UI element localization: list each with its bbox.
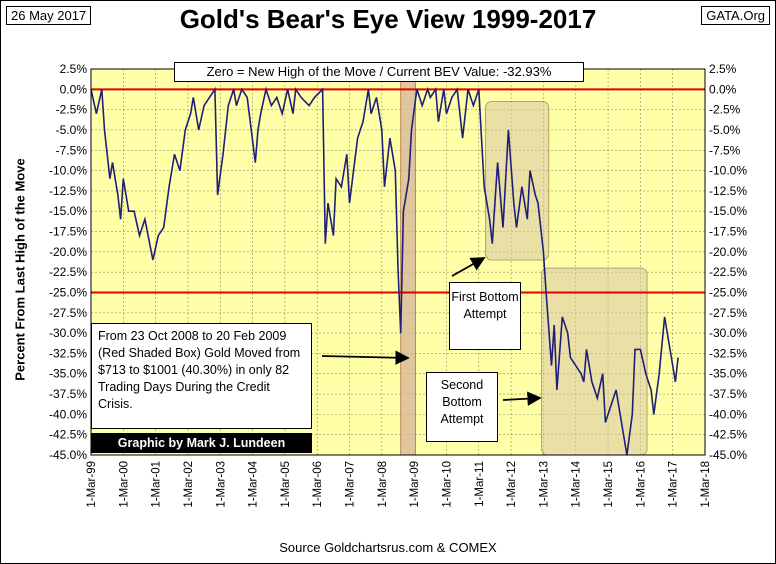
second-bottom-arrow [502, 391, 542, 406]
x-tick-label: 1-Mar-05 [280, 461, 292, 508]
crisis-arrow [321, 350, 410, 365]
y-tick-labels-left: 2.5% 0.0% -2.5% -5.0% -7.5% -10.0% -12.5% -15.0… [49, 62, 87, 462]
annotation-arrows [321, 257, 542, 406]
author-credit: Graphic by Mark J. Lundeen [91, 433, 312, 453]
x-tick-label: 1-Mar-03 [215, 461, 227, 508]
y-tick-label-right: -5.0% [709, 123, 741, 137]
first-bottom-arrow [451, 257, 486, 277]
y-tick-label-left: -20.0% [49, 245, 87, 259]
x-tick-label: 1-Mar-15 [603, 461, 615, 508]
bev-series-line [90, 86, 679, 456]
x-tick-label: 1-Mar-09 [409, 461, 421, 508]
x-tick-label: 1-Mar-07 [345, 461, 357, 508]
y-tick-label-right: -25.0% [709, 285, 747, 299]
y-tick-label-right: -32.5% [709, 346, 747, 360]
chart-title: Gold's Bear's Eye View 1999-2017 [179, 4, 597, 34]
x-tick-label: 1-Mar-00 [118, 461, 130, 508]
y-tick-label-left: -10.0% [49, 164, 87, 178]
y-tick-label-right: -15.0% [709, 204, 747, 218]
chart-subtitle: Zero = New High of the Move / Current BE… [174, 62, 584, 82]
y-tick-label-right: -27.5% [709, 306, 747, 320]
y-tick-label-left: -45.0% [49, 448, 87, 462]
y-tick-label-left: -40.0% [49, 407, 87, 421]
source-label: GATA.Org [701, 6, 770, 25]
y-tick-label-right: -7.5% [709, 143, 741, 157]
y-tick-label-right: 0.0% [709, 82, 737, 96]
credit-crisis-annotation: From 23 Oct 2008 to 20 Feb 2009 (Red Sha… [91, 323, 312, 429]
date-label: 26 May 2017 [6, 6, 92, 25]
y-tick-label-right: -40.0% [709, 407, 747, 421]
y-tick-label-right: -45.0% [709, 448, 747, 462]
y-tick-label-right: -30.0% [709, 326, 747, 340]
x-tick-label: 1-Mar-11 [474, 461, 486, 507]
y-tick-label-left: -5.0% [56, 123, 88, 137]
y-tick-label-left: -17.5% [49, 225, 87, 239]
y-tick-label-left: -22.5% [49, 265, 87, 279]
x-tick-label: 1-Mar-99 [86, 461, 98, 508]
y-tick-label-left: -32.5% [49, 346, 87, 360]
y-tick-label-left: -7.5% [56, 143, 88, 157]
x-tick-label: 1-Mar-04 [248, 460, 260, 507]
y-tick-label-right: -42.5% [709, 428, 747, 442]
y-tick-label-left: -27.5% [49, 306, 87, 320]
x-tick-label: 1-Mar-17 [668, 461, 680, 508]
first-bottom-annotation: First Bottom Attempt [449, 282, 521, 350]
x-tick-label: 1-Mar-01 [151, 461, 163, 508]
reference-lines [91, 88, 705, 294]
y-tick-label-right: -22.5% [709, 265, 747, 279]
x-tick-label: 1-Mar-10 [441, 461, 453, 508]
source-note: Source Goldchartsrus.com & COMEX [279, 540, 497, 555]
x-tick-label: 1-Mar-18 [700, 461, 712, 508]
y-tick-label-right: -2.5% [709, 103, 741, 117]
y-tick-label-left: -30.0% [49, 326, 87, 340]
y-tick-label-right: -35.0% [709, 367, 747, 381]
x-tick-label: 1-Mar-08 [377, 461, 389, 508]
y-tick-label-right: -17.5% [709, 225, 747, 239]
y-tick-label-left: -42.5% [49, 428, 87, 442]
y-axis-label-text: Percent From Last High of the Move [12, 158, 28, 381]
y-tick-label-left: -35.0% [49, 367, 87, 381]
x-tick-label: 1-Mar-02 [183, 461, 195, 508]
y-tick-label-right: -12.5% [709, 184, 747, 198]
first-bottom-box [485, 101, 550, 261]
y-tick-label-left: 2.5% [60, 62, 88, 76]
y-tick-label-left: -15.0% [49, 204, 87, 218]
y-tick-label-left: -12.5% [49, 184, 87, 198]
y-tick-label-left: 0.0% [60, 82, 88, 96]
y-tick-label-right: -10.0% [709, 164, 747, 178]
x-tick-label: 1-Mar-14 [571, 460, 583, 507]
y-tick-label-right: -20.0% [709, 245, 747, 259]
y-tick-label-left: -25.0% [49, 285, 87, 299]
x-tick-label: 1-Mar-06 [312, 461, 324, 508]
second-bottom-annotation: Second Bottom Attempt [426, 372, 498, 442]
x-tick-label: 1-Mar-16 [635, 461, 647, 508]
y-tick-labels-right: 2.5% 0.0% -2.5% -5.0% -7.5% -10.0% -12.5% -15.0… [709, 62, 747, 462]
y-tick-label-right: 2.5% [709, 62, 737, 76]
y-tick-label-left: -2.5% [56, 103, 88, 117]
x-tick-label: 1-Mar-13 [538, 461, 550, 508]
y-tick-label-left: -37.5% [49, 387, 87, 401]
y-tick-label-right: -37.5% [709, 387, 747, 401]
x-tick-labels: 1-Mar-99 1-Mar-00 1-Mar-01 1-Mar-02 1-Mar-03… [86, 460, 712, 507]
x-tick-label: 1-Mar-12 [506, 461, 518, 508]
